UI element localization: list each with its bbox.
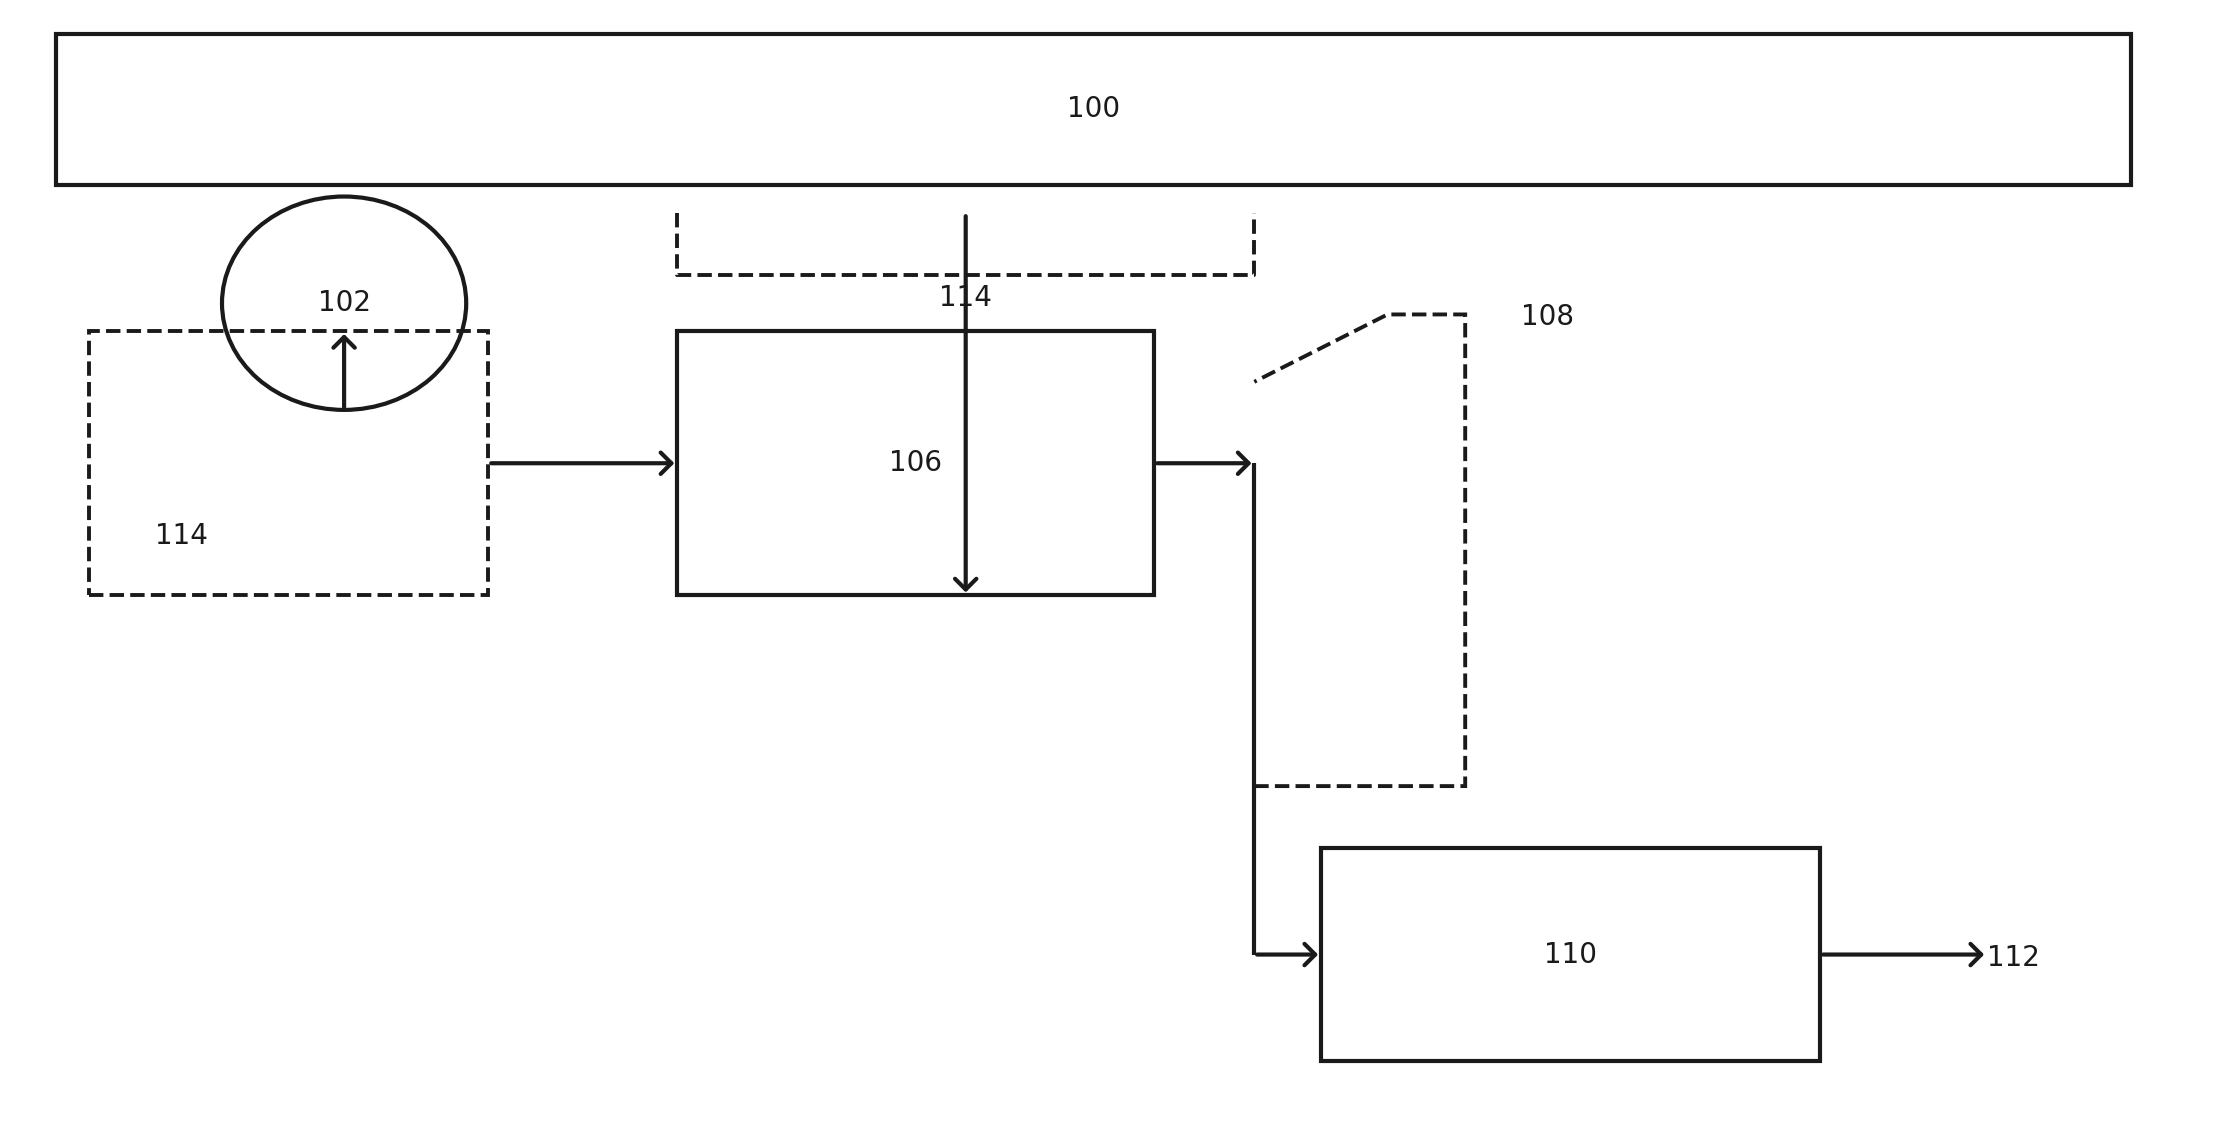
Bar: [1321, 848, 1820, 1061]
Text: 106: 106: [890, 449, 941, 477]
Text: 110: 110: [1545, 941, 1596, 968]
Text: 102: 102: [317, 290, 371, 317]
Text: 114: 114: [939, 284, 992, 312]
Text: 112: 112: [1987, 944, 2040, 971]
Bar: [89, 331, 488, 595]
Bar: [677, 331, 1154, 595]
Bar: [56, 34, 2131, 185]
Text: 100: 100: [1068, 95, 1119, 124]
Text: 108: 108: [1521, 303, 1574, 331]
Text: 114: 114: [155, 522, 209, 550]
